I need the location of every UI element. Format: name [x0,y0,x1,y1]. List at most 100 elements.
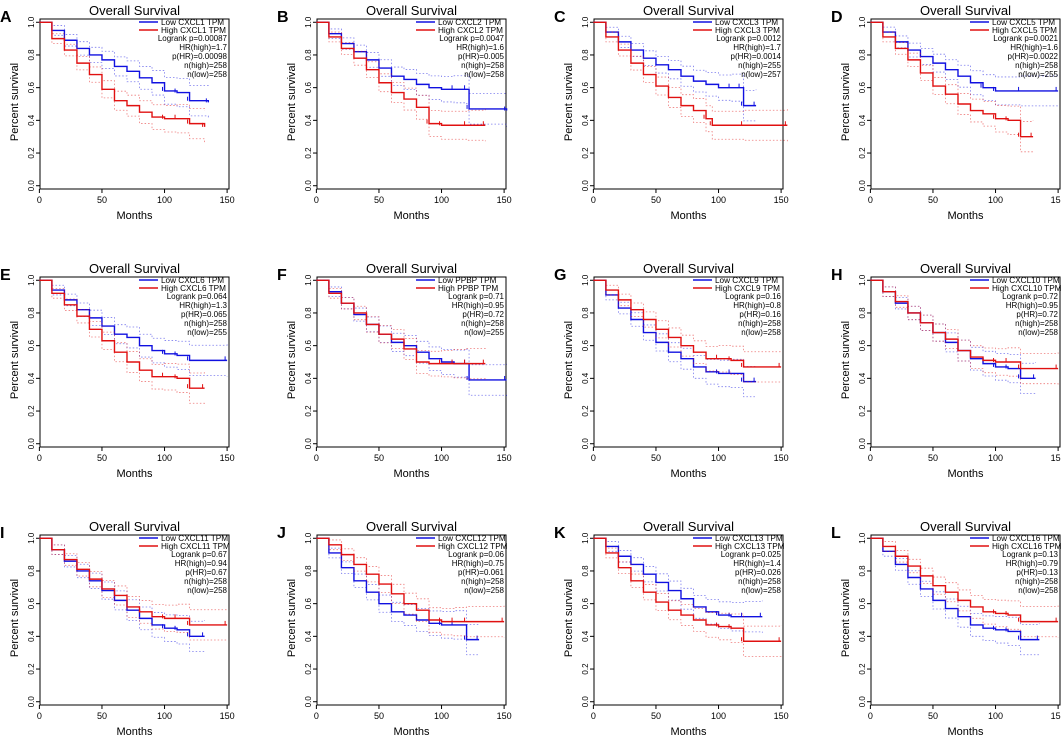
km-panel-b: B Overall Survival 0.0 0.2 0.4 0.6 0.8 1.0 0 50 10… [277,3,512,222]
x-tick-label: 100 [711,453,726,463]
km-panel-a: A Overall Survival 0.0 0.2 0.4 0.6 0.8 1.0 0 50 10… [0,3,235,222]
stat-line: HR(high)=0.79 [1006,559,1059,568]
ci-lower-low [39,21,209,119]
x-tick-label: 150 [220,453,235,463]
stat-line: n(low)=258 [464,586,504,595]
survival-curve-low [593,279,757,383]
y-tick-label: 0.2 [581,147,590,159]
ci-lower-high [316,279,486,380]
x-tick-label: 150 [497,195,512,205]
survival-curve-high [39,21,206,127]
legend-label: High CXCL6 TPM [161,284,226,293]
y-tick-label: 0.2 [581,405,590,417]
x-tick-label: 50 [928,711,938,721]
stat-line: HR(high)=1.7 [733,43,781,52]
x-tick-label: 100 [157,453,172,463]
stat-line: p(HR)=0.16 [739,310,781,319]
x-tick-label: 100 [434,711,449,721]
y-tick-label: 0.6 [581,340,590,352]
x-tick-label: 150 [220,711,235,721]
ci-lower-low [593,21,757,122]
y-tick-label: 1.0 [581,532,590,544]
panel-title: Overall Survival [643,519,734,534]
panel-title: Overall Survival [89,519,180,534]
x-axis-label: Months [393,468,430,480]
y-tick-label: 0.4 [581,630,590,642]
legend-label: Low CXCL12 TPM [438,534,506,543]
stat-line: Logrank p=0.13 [1002,550,1058,559]
panel-title: Overall Survival [89,261,180,276]
ci-upper-high [870,21,1034,122]
stat-line: n(low)=255 [187,328,227,337]
x-tick-label: 150 [1051,711,1061,721]
ci-upper-high [870,537,1059,607]
stat-line: n(low)=255 [1018,70,1058,79]
y-tick-label: 0.2 [858,405,867,417]
y-tick-label: 0.6 [858,82,867,94]
y-tick-label: 0.2 [27,147,36,159]
stat-line: n(high)=258 [184,319,227,328]
stat-line: n(low)=258 [1018,586,1058,595]
stat-line: n(high)=258 [184,577,227,586]
stat-line: n(low)=258 [741,586,781,595]
x-axis-label: Months [947,726,984,738]
stat-line: n(high)=258 [461,577,504,586]
y-tick-label: 1.0 [858,274,867,286]
stat-line: HR(high)=0.94 [175,559,228,568]
stat-line: n(low)=257 [741,70,781,79]
km-panel-g: G Overall Survival 0.0 0.2 0.4 0.6 0.8 1.0 0 50 10… [554,261,789,480]
y-tick-label: 0.0 [304,696,313,708]
legend-label: Low CXCL6 TPM [161,276,224,285]
x-tick-label: 50 [651,453,661,463]
y-tick-label: 1.0 [581,274,590,286]
panel-title: Overall Survival [643,3,734,18]
y-tick-label: 0.6 [858,598,867,610]
y-tick-label: 0.4 [581,114,590,126]
stat-line: n(low)=258 [187,70,227,79]
x-tick-label: 0 [868,195,873,205]
y-axis-label: Percent survival [9,63,21,141]
survival-curve-high [39,279,205,389]
stat-line: Logrank p=0.72 [1002,292,1058,301]
y-tick-label: 0.8 [581,565,590,577]
y-tick-label: 1.0 [858,532,867,544]
y-tick-label: 1.0 [27,532,36,544]
y-axis-label: Percent survival [840,63,852,141]
stat-line: HR(high)=0.95 [1006,301,1059,310]
y-tick-label: 0.8 [581,307,590,319]
ci-lower-low [39,537,205,653]
legend-label: Low CXCL3 TPM [715,18,778,27]
km-panel-f: F Overall Survival 0.0 0.2 0.4 0.6 0.8 1.0 0 50 10… [277,261,512,480]
x-tick-label: 100 [157,195,172,205]
x-tick-label: 100 [988,195,1003,205]
km-panel-e: E Overall Survival 0.0 0.2 0.4 0.6 0.8 1.0 0 50 10… [0,261,235,480]
y-axis-label: Percent survival [563,579,575,657]
legend-label: High CXCL11 TPM [161,542,230,551]
y-tick-label: 0.4 [581,372,590,384]
plot-frame [39,276,230,448]
x-tick-label: 0 [37,711,42,721]
y-tick-label: 0.2 [27,663,36,675]
ci-upper-high [316,537,505,609]
x-axis-label: Months [116,468,153,480]
y-tick-label: 0.6 [27,598,36,610]
stat-line: Logrank p=0.67 [171,550,227,559]
stat-line: n(low)=258 [1018,328,1058,337]
y-tick-label: 0.6 [581,598,590,610]
stat-line: Logrank p=0.025 [721,550,782,559]
x-tick-label: 150 [774,453,789,463]
panel-letter: J [277,525,286,542]
ci-upper-high [593,537,782,627]
plot-frame [593,276,784,448]
stat-line: HR(high)=0.75 [452,559,505,568]
legend-label: High PPBP TPM [438,284,498,293]
y-axis-label: Percent survival [9,321,21,399]
km-panel-c: C Overall Survival 0.0 0.2 0.4 0.6 0.8 1.0 0 50 10… [554,3,789,222]
km-panel-i: I Overall Survival 0.0 0.2 0.4 0.6 0.8 1.0 0 50 10… [0,519,235,738]
ci-lower-high [39,21,205,143]
x-tick-label: 100 [988,453,1003,463]
panel-title: Overall Survival [89,3,180,18]
x-tick-label: 150 [497,453,512,463]
stat-line: HR(high)=1.4 [733,559,781,568]
plot-frame [39,534,230,706]
